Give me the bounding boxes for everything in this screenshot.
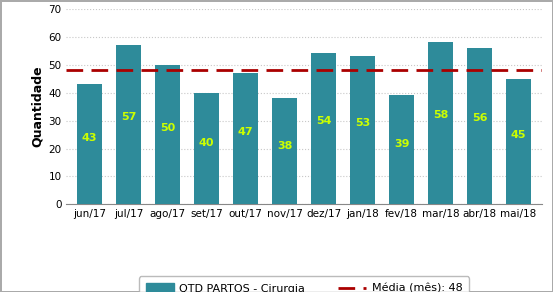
Bar <box>389 95 414 204</box>
Bar <box>428 42 453 204</box>
Bar <box>506 79 531 204</box>
Bar <box>311 53 336 204</box>
Text: 43: 43 <box>82 133 97 143</box>
Bar <box>350 56 375 204</box>
Legend: QTD PARTOS - Cirurgia, Média (mês): 48: QTD PARTOS - Cirurgia, Média (mês): 48 <box>139 277 469 292</box>
Text: 58: 58 <box>433 110 448 120</box>
Text: 53: 53 <box>355 118 371 128</box>
Bar <box>194 93 220 204</box>
Bar <box>467 48 492 204</box>
Text: 54: 54 <box>316 117 331 126</box>
Text: 47: 47 <box>238 127 253 137</box>
Bar <box>272 98 298 204</box>
Bar <box>233 73 258 204</box>
Text: 56: 56 <box>472 113 487 123</box>
Text: 40: 40 <box>199 138 215 148</box>
Text: 50: 50 <box>160 123 175 133</box>
Bar <box>155 65 180 204</box>
Bar <box>77 84 102 204</box>
Text: 39: 39 <box>394 140 409 150</box>
Text: 45: 45 <box>511 130 526 140</box>
Y-axis label: Quantidade: Quantidade <box>31 66 44 147</box>
Bar <box>116 45 142 204</box>
Text: 57: 57 <box>121 112 137 122</box>
Text: 38: 38 <box>277 141 293 151</box>
